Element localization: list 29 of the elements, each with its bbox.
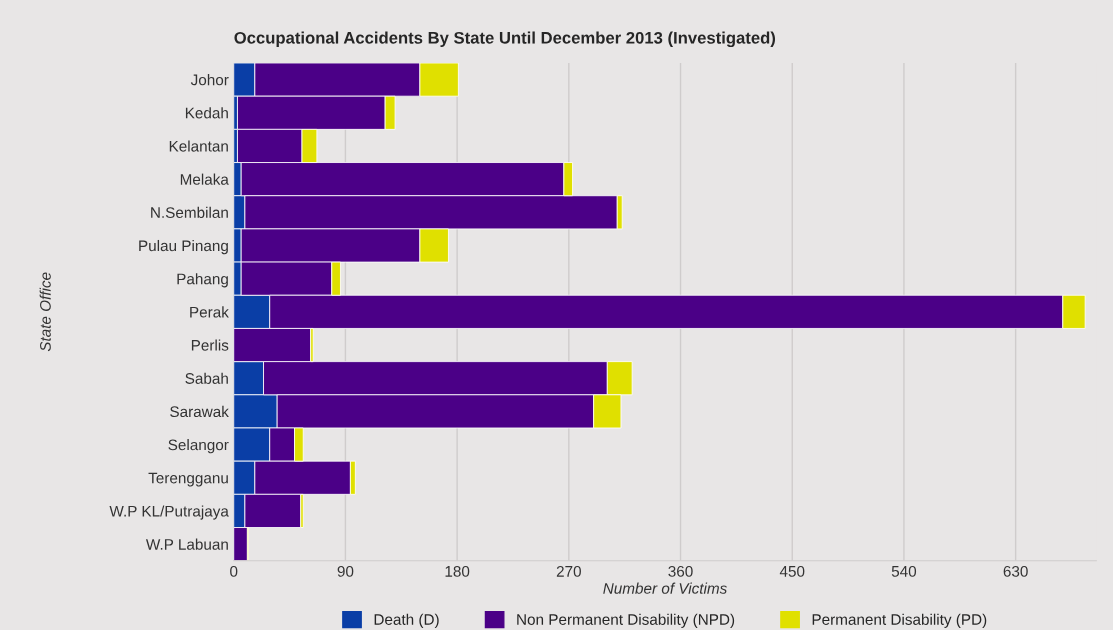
y-tick-label: Perak: [190, 306, 229, 318]
x-tick-label: 360: [668, 565, 693, 577]
y-tick-label: Sarawak: [170, 405, 229, 418]
y-tick-label: Kelantan: [169, 140, 228, 152]
x-tick-label: 450: [779, 565, 805, 577]
y-tick-label: Terengganu: [148, 472, 228, 487]
y-axis-title: State Office: [39, 272, 51, 352]
y-tick-label: Pulau Pinang: [139, 239, 228, 255]
y-tick-label: Johor: [190, 74, 229, 86]
x-tick-label: 0: [230, 565, 238, 577]
y-tick-label: Kedah: [185, 107, 228, 119]
x-tick-label: 540: [891, 565, 917, 577]
y-tick-label: Pahang: [177, 273, 228, 288]
y-tick-label: Sabah: [185, 372, 228, 384]
x-tick-label: 180: [445, 565, 470, 577]
y-tick-label: Selangor: [168, 439, 229, 454]
y-tick-label: Perlis: [191, 339, 229, 351]
chart-title: Occupational Accidents By State Until December 2013 (Investigated): [234, 31, 776, 48]
x-axis-title: Number of Victims: [603, 582, 727, 594]
legend-label: Permanent Disability (PD): [812, 613, 987, 628]
x-tick-label: 270: [556, 565, 581, 577]
x-tick-label: 630: [1003, 565, 1028, 577]
y-tick-label: W.P KL/Putrajaya: [109, 505, 229, 520]
legend-label: Death (D): [374, 613, 439, 628]
y-tick-label: N.Sembilan: [151, 206, 228, 218]
legend-label: Non Permanent Disability (NPD): [517, 613, 735, 628]
y-tick-label: W.P Labuan: [145, 538, 228, 550]
y-tick-label: Melaka: [180, 173, 229, 185]
x-tick-label: 90: [337, 565, 354, 577]
